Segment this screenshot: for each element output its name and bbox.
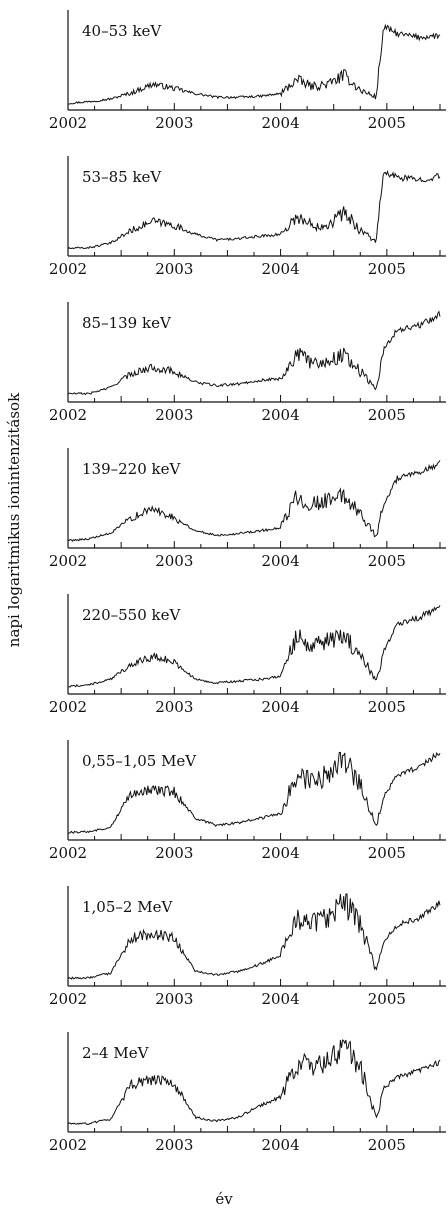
x-tick-label: 2004 — [261, 114, 299, 132]
panel-2: 2002 2003 2004 2005 53–85 keV — [49, 156, 446, 278]
x-tick-label: 2005 — [368, 114, 406, 132]
panel-5: 2002 2003 2004 2005 220–550 keV — [49, 594, 446, 716]
x-tick-label: 2005 — [368, 844, 406, 862]
panel-title: 0,55–1,05 MeV — [82, 752, 197, 770]
x-tick-label: 2004 — [261, 844, 299, 862]
x-tick-label: 2005 — [368, 260, 406, 278]
panel-8: 2002 2003 2004 2005 2–4 MeV — [49, 1032, 446, 1154]
x-tick-label: 2003 — [155, 114, 193, 132]
x-tick-label: 2002 — [49, 1136, 87, 1154]
panel-title: 1,05–2 MeV — [82, 898, 173, 916]
x-tick-label: 2002 — [49, 406, 87, 424]
series-line — [67, 310, 441, 396]
panel-title: 40–53 keV — [82, 22, 162, 40]
x-tick-label: 2003 — [155, 260, 193, 278]
panel-title: 220–550 keV — [82, 606, 181, 624]
x-tick-label: 2003 — [155, 698, 193, 716]
x-tick-label: 2002 — [49, 552, 87, 570]
y-axis-label: napi logaritmikus ionintenzitások — [5, 392, 23, 648]
x-tick-label: 2004 — [261, 552, 299, 570]
panel-title: 53–85 keV — [82, 168, 162, 186]
x-tick-label: 2003 — [155, 990, 193, 1008]
panel-1: 2002 2003 2004 2005 40–53 keV — [49, 10, 446, 132]
panel-3: 2002 2003 2004 2005 85–139 keV — [49, 302, 446, 424]
x-tick-label: 2002 — [49, 990, 87, 1008]
x-tick-label: 2003 — [155, 552, 193, 570]
panel-4: 2002 2003 2004 2005 139–220 keV — [49, 448, 446, 570]
x-tick-label: 2005 — [368, 1136, 406, 1154]
x-tick-label: 2004 — [261, 406, 299, 424]
x-axis-label: év — [215, 1190, 233, 1208]
x-tick-label: 2003 — [155, 406, 193, 424]
x-tick-label: 2002 — [49, 114, 87, 132]
series-line — [67, 1039, 441, 1125]
series-line — [67, 170, 441, 250]
series-line — [67, 460, 441, 542]
x-tick-label: 2002 — [49, 844, 87, 862]
x-tick-label: 2004 — [261, 260, 299, 278]
x-tick-label: 2005 — [368, 406, 406, 424]
x-tick-label: 2005 — [368, 990, 406, 1008]
x-tick-label: 2005 — [368, 698, 406, 716]
x-tick-label: 2005 — [368, 552, 406, 570]
x-tick-label: 2002 — [49, 260, 87, 278]
panel-6: 2002 2003 2004 2005 0,55–1,05 MeV — [49, 740, 446, 862]
x-tick-label: 2004 — [261, 1136, 299, 1154]
series-line — [67, 893, 441, 980]
series-line — [67, 23, 441, 105]
series-line — [67, 751, 441, 834]
panel-title: 85–139 keV — [82, 314, 172, 332]
panel-title: 139–220 keV — [82, 460, 181, 478]
series-line — [67, 605, 441, 688]
x-tick-label: 2003 — [155, 844, 193, 862]
x-tick-label: 2002 — [49, 698, 87, 716]
x-tick-label: 2004 — [261, 990, 299, 1008]
panel-title: 2–4 MeV — [82, 1044, 150, 1062]
x-tick-label: 2004 — [261, 698, 299, 716]
panel-7: 2002 2003 2004 2005 1,05–2 MeV — [49, 886, 446, 1008]
x-tick-label: 2003 — [155, 1136, 193, 1154]
